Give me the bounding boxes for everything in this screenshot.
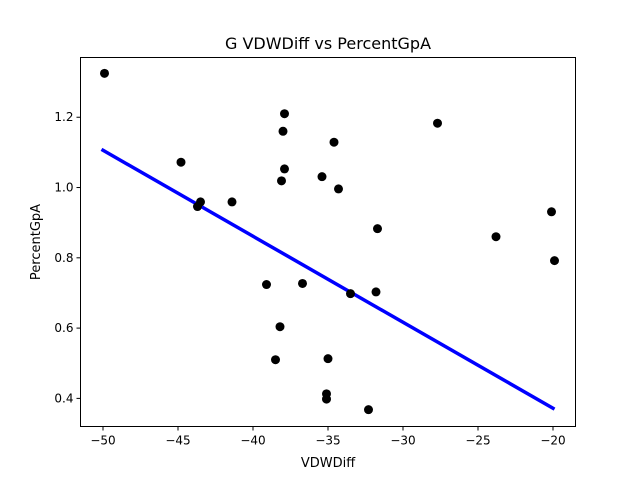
scatter-point bbox=[298, 278, 307, 288]
y-tick-label: 0.6 bbox=[54, 321, 73, 335]
scatter-point bbox=[278, 126, 288, 136]
scatter-point bbox=[196, 197, 205, 207]
scatter-point bbox=[323, 354, 333, 364]
x-tick-label: −45 bbox=[165, 434, 190, 448]
y-axis-label: PercentGpA bbox=[29, 204, 44, 280]
scatter-point bbox=[280, 164, 289, 174]
scatter-point bbox=[271, 355, 280, 365]
plot-area bbox=[100, 68, 559, 415]
y-axis: 0.4 0.6 0.8 1.0 1.2 bbox=[54, 110, 81, 405]
chart-title: G VDWDiff vs PercentGpA bbox=[225, 34, 431, 53]
x-tick-label: −35 bbox=[315, 434, 340, 448]
y-tick-label: 0.4 bbox=[54, 391, 73, 405]
y-tick-label: 1.0 bbox=[54, 181, 73, 195]
scatter-point bbox=[317, 172, 327, 182]
scatter-point bbox=[227, 197, 237, 207]
plot-frame bbox=[80, 57, 576, 427]
scatter-point bbox=[433, 118, 442, 128]
scatter-point bbox=[550, 256, 559, 266]
x-axis: −50 −45 −40 −35 −30 −25 −20 bbox=[90, 426, 566, 448]
x-tick-label: −40 bbox=[240, 434, 265, 448]
scatter-point bbox=[373, 224, 382, 234]
y-tick-label: 0.8 bbox=[54, 251, 73, 265]
scatter-point bbox=[277, 176, 286, 186]
x-tick-label: −30 bbox=[390, 434, 415, 448]
scatter-point bbox=[176, 157, 186, 167]
scatter-point bbox=[491, 232, 501, 242]
scatter-point bbox=[547, 207, 556, 217]
scatter-point bbox=[275, 322, 285, 332]
x-tick-label: −50 bbox=[90, 434, 115, 448]
x-tick-label: −25 bbox=[465, 434, 490, 448]
scatter-point bbox=[364, 405, 373, 415]
scatter-point bbox=[334, 184, 343, 194]
y-tick-label: 1.2 bbox=[54, 110, 73, 124]
scatter-point bbox=[100, 68, 109, 78]
x-axis-label: VDWDiff bbox=[301, 456, 356, 471]
scatter-point bbox=[329, 137, 339, 147]
scatter-point bbox=[280, 109, 289, 119]
scatter-point bbox=[322, 394, 331, 404]
scatter-point bbox=[262, 280, 271, 290]
scatter-point bbox=[371, 287, 381, 297]
x-tick-label: −20 bbox=[540, 434, 565, 448]
scatter-point bbox=[346, 289, 355, 299]
regression-line bbox=[100, 147, 556, 411]
